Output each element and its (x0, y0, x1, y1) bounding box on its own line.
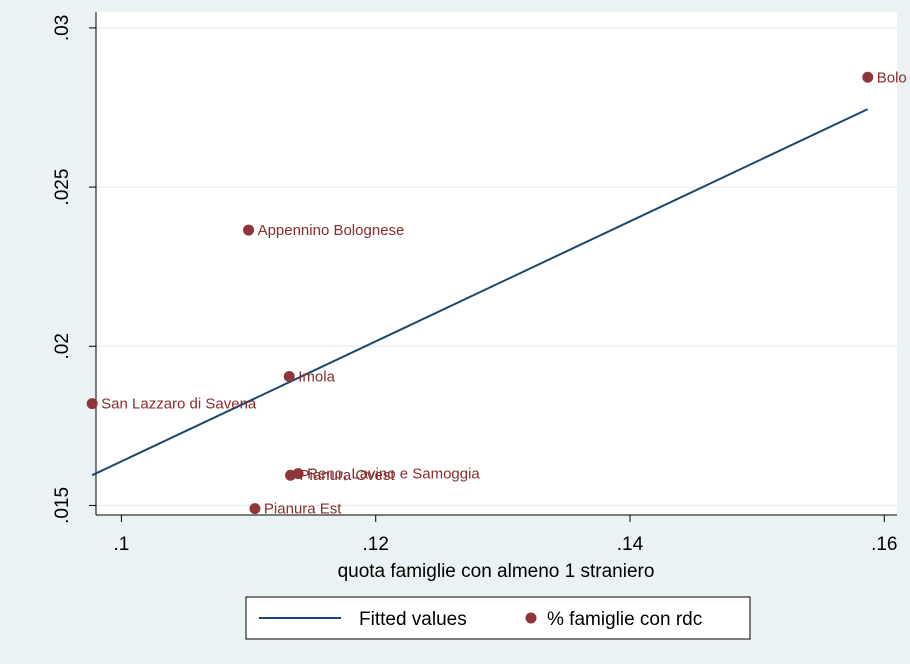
data-point (243, 224, 255, 236)
data-point-label: Pianura Ovest (300, 467, 396, 484)
legend-label-fitted-values: Fitted values (359, 609, 467, 630)
x-tick-label: .1 (113, 534, 129, 555)
y-axis-ticks: .015 .02 .025 .03 (52, 15, 96, 524)
x-tick-label: .14 (617, 534, 644, 555)
data-point-label: Reno, Lavino e Samoggia (307, 466, 480, 483)
data-point (249, 503, 261, 515)
x-axis-ticks: .1 .12 .14 .16 (113, 515, 897, 555)
x-tick-label: .12 (363, 534, 389, 555)
y-tick-label: .025 (52, 169, 73, 206)
data-point (86, 398, 98, 410)
data-point (862, 71, 874, 83)
data-point-label: Bolo (877, 69, 907, 86)
legend: Fitted values % famiglie con rdc (245, 596, 751, 640)
legend-swatch-famiglie-rdc (525, 612, 537, 624)
y-tick-label: .03 (52, 15, 73, 41)
y-tick-label: .02 (52, 333, 73, 359)
x-tick-label: .16 (871, 534, 897, 555)
legend-label-famiglie-rdc: % famiglie con rdc (547, 609, 702, 630)
data-point (285, 469, 297, 481)
y-tick-label: .015 (52, 487, 73, 524)
data-point (283, 371, 295, 383)
data-point-label: Imola (298, 369, 335, 386)
fitted-values-line (91, 108, 869, 477)
data-point-label: Appennino Bolognese (258, 222, 405, 239)
x-axis-title: quota famiglie con almeno 1 straniero (338, 561, 655, 582)
gridlines (96, 27, 897, 507)
plot-area (96, 12, 897, 515)
data-point-label: Pianura Est (264, 501, 342, 518)
data-point-label: San Lazzaro di Savena (101, 396, 257, 413)
series-layer: Bolo Appennino Bolognese Imola San Lazzaro … (86, 69, 907, 518)
